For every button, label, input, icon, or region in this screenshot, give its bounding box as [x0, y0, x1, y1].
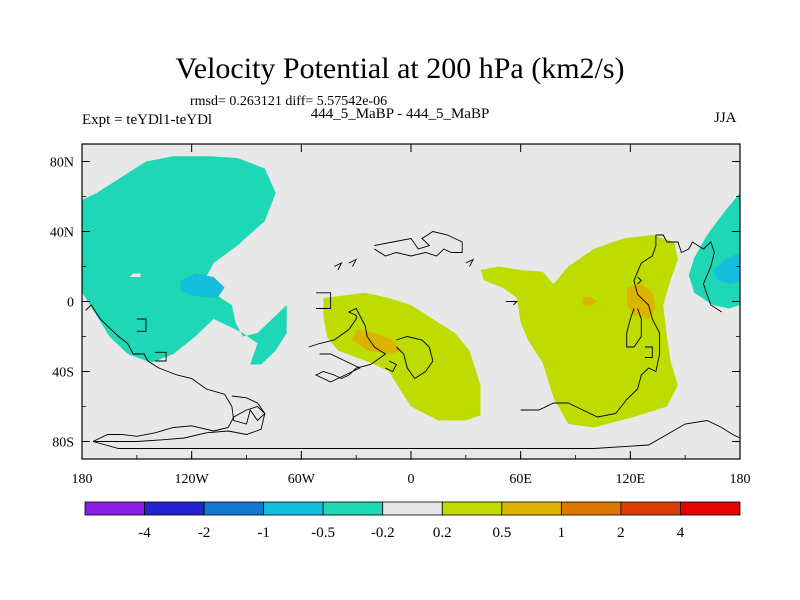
colorbar-swatch: [144, 501, 205, 516]
coastline-6: [308, 307, 387, 383]
contour-region-7: [480, 235, 678, 428]
coastline-2: [155, 351, 167, 362]
colorbar-label: -1: [257, 525, 270, 541]
colorbar-swatch: [560, 501, 622, 516]
x-tick-label: 180: [730, 472, 751, 487]
colorbar-swatch: [203, 501, 265, 516]
y-tick-label: 80S: [52, 436, 74, 451]
contour-region-4: [712, 252, 740, 284]
colorbar: -4 -2 -1 -0.5 -0.2 0.2 0.5 1 2 4: [84, 501, 741, 541]
colorbar-swatch: [263, 501, 324, 516]
y-tick-label: 40N: [50, 226, 74, 241]
coastline-1: [136, 318, 147, 332]
y-tick-label: 0: [67, 296, 74, 311]
colorbar-label: 4: [677, 525, 685, 541]
colorbar-swatch: [322, 501, 384, 516]
chart-subtitle: 444_5_MaBP - 444_5_MaBP: [310, 106, 490, 122]
colorbar-swatch: [382, 501, 443, 516]
season-label: JJA: [714, 110, 737, 126]
x-tick-label: 60E: [509, 472, 532, 487]
colorbar-label: 0.5: [492, 525, 511, 541]
colorbar-label: 1: [558, 525, 566, 541]
colorbar-swatch: [501, 501, 562, 516]
colorbar-swatch: [620, 501, 681, 516]
y-tick-label: 40S: [52, 366, 74, 381]
coastline-5: [316, 292, 332, 309]
contour-region-9: [626, 284, 656, 319]
colorbar-label: -0.5: [311, 525, 335, 541]
colorbar-swatch: [441, 501, 503, 516]
x-tick-label: 120E: [616, 472, 646, 487]
coastline-13: [506, 301, 519, 306]
colorbar-label: -2: [198, 525, 211, 541]
coastline-0: [85, 304, 266, 425]
contour-region-5: [323, 292, 481, 421]
x-tick-label: 0: [408, 472, 415, 487]
colorbar-label: -0.2: [371, 525, 395, 541]
coastline-8: [385, 360, 398, 373]
coastline-14: [520, 234, 722, 418]
coastline-12: [465, 258, 475, 267]
colorbar-label: -4: [138, 525, 151, 541]
y-tick-label: 80N: [50, 156, 74, 171]
coastline-4: [92, 420, 741, 449]
contour-regions: [82, 156, 740, 428]
contour-region-6: [352, 329, 402, 354]
x-tick-label: 60W: [288, 472, 316, 487]
coastline-17: [645, 346, 653, 358]
colorbar-label: 2: [617, 525, 625, 541]
rmsd-stats: rmsd= 0.263121 diff= 5.57542e-06: [190, 94, 388, 109]
contour-region-0: [82, 156, 287, 365]
colorbar-swatch: [680, 501, 741, 516]
coastline-10: [348, 258, 358, 267]
x-tick-label: 180: [72, 472, 93, 487]
coastline-16: [637, 276, 642, 285]
experiment-label: Expt = teYDl1-teYDl: [82, 112, 213, 128]
colorbar-label: 0.2: [433, 525, 452, 541]
coastline-7: [396, 336, 434, 380]
coastlines: [85, 231, 741, 449]
chart-title: Velocity Potential at 200 hPa (km2/s): [175, 52, 625, 85]
contour-region-1: [180, 273, 225, 298]
coastline-15: [626, 308, 642, 348]
coastline-11: [374, 231, 463, 257]
contour-region-8: [582, 296, 598, 307]
contour-region-2: [129, 273, 141, 277]
axes: 180 120W 60W 0 60E 120E 180 80N 40N 0 40S 80S: [50, 144, 751, 487]
x-tick-label: 120W: [175, 472, 210, 487]
colorbar-swatch: [84, 501, 145, 516]
coastline-3: [92, 405, 266, 442]
coastline-9: [334, 262, 343, 271]
